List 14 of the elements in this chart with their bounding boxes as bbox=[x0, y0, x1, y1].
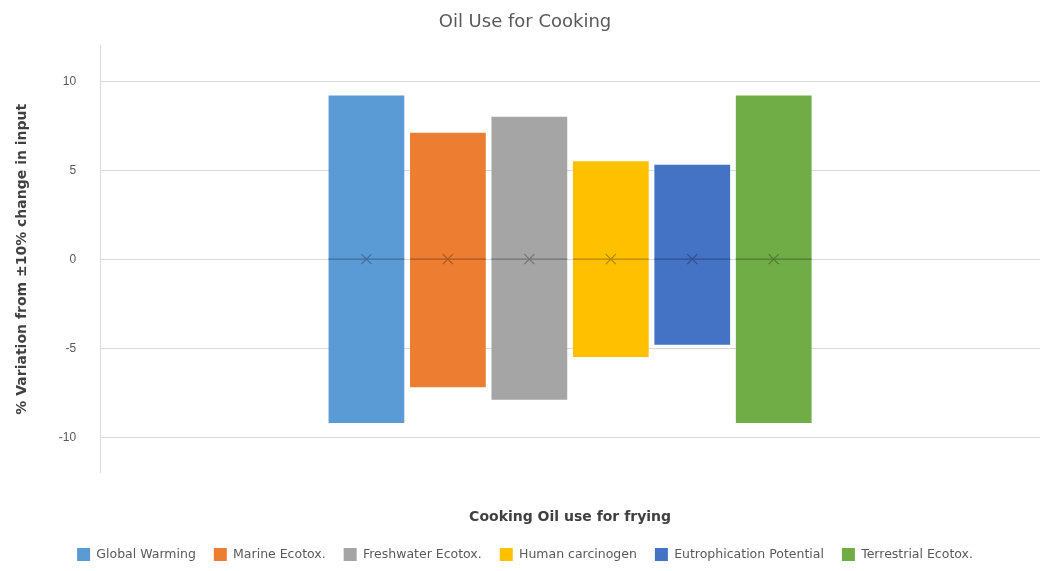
legend-label: Freshwater Ecotox. bbox=[362, 545, 482, 561]
y-tick-label: 5 bbox=[69, 162, 77, 177]
y-tick-label: -10 bbox=[58, 429, 77, 444]
legend-label: Eutrophication Potential bbox=[674, 545, 824, 561]
y-axis-title: % Variation from ±10% change in input bbox=[13, 103, 30, 415]
legend-label: Global Warming bbox=[96, 545, 196, 561]
y-tick-label: -5 bbox=[65, 340, 77, 355]
y-tick-label: 0 bbox=[69, 251, 77, 266]
y-tick-label: 10 bbox=[62, 73, 77, 88]
legend-label: Human carcinogen bbox=[518, 545, 637, 561]
legend-label: Marine Ecotox. bbox=[233, 545, 326, 561]
x-axis-title: Cooking Oil use for frying bbox=[469, 508, 672, 525]
legend-label: Terrestrial Ecotox. bbox=[860, 545, 973, 561]
chart-title: Oil Use for Cooking bbox=[438, 10, 612, 32]
